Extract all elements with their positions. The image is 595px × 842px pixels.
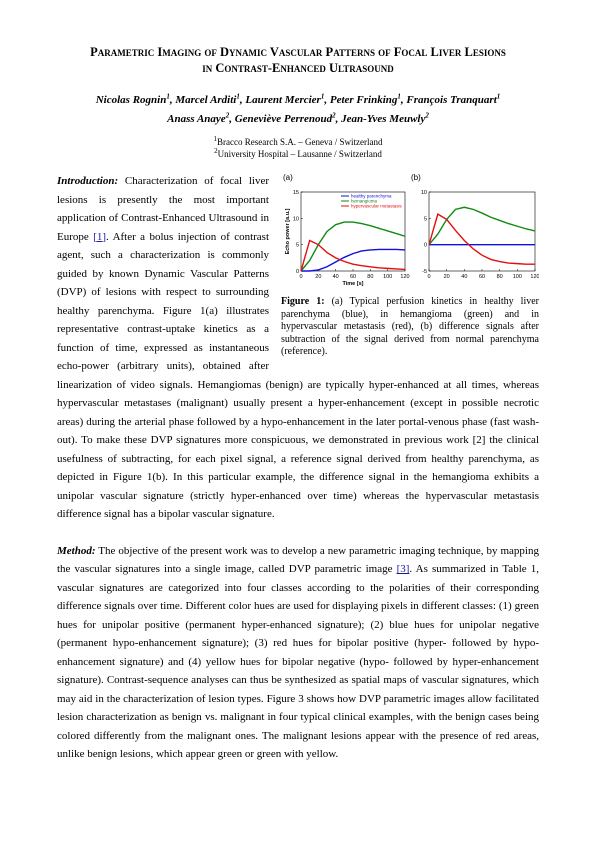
author-line: Anass Anaye2Geneviève Perrenoud2Jean-Yve… xyxy=(57,110,539,129)
x-tick-label: 60 xyxy=(350,274,356,280)
x-tick-label: 120 xyxy=(400,274,409,280)
plot-frame xyxy=(428,191,536,272)
figure: (a) 0 5 10 15 0 20 40 60 80 100 120 Time [s] Echo pow… xyxy=(281,172,539,359)
x-tick-label: 80 xyxy=(367,274,373,280)
author-name: Anass Anaye xyxy=(167,113,226,125)
x-tick-label: 60 xyxy=(479,274,485,280)
affiliation: 2University Hospital – Lausanne / Switze… xyxy=(57,148,539,160)
y-tick-label: 5 xyxy=(424,216,427,222)
caption-text: (a) Typical perfusion kinetics in health… xyxy=(281,296,540,357)
series-line xyxy=(300,239,406,272)
y-tick-label: 10 xyxy=(421,190,427,196)
x-tick-label: 0 xyxy=(299,274,302,280)
author-name: Peter Frinking xyxy=(329,94,398,106)
method: Method: The objective of the present wor… xyxy=(57,542,539,764)
x-tick-label: 100 xyxy=(513,274,522,280)
x-tick-label: 100 xyxy=(383,274,392,280)
y-tick-label: 10 xyxy=(293,216,299,222)
author-affiliation: 1 xyxy=(320,92,325,101)
author-affiliation: 2 xyxy=(225,111,230,120)
author: Anass Anaye2 xyxy=(167,111,235,125)
author: Marcel Arditi1 xyxy=(175,92,245,106)
author-affiliation: 1 xyxy=(236,92,240,101)
x-tick-label: 40 xyxy=(333,274,339,280)
y-tick-label: 0 xyxy=(296,269,299,275)
paragraph-text: Characterization of focal liver lesions … xyxy=(57,175,269,243)
author: François Tranquart1 xyxy=(406,92,501,106)
y-axis-label: Echo power [a.u.] xyxy=(285,208,291,254)
author: Jean-Yves Meuwly2 xyxy=(341,111,429,125)
y-tick-label: 5 xyxy=(296,243,299,249)
affiliation-number: 2 xyxy=(214,147,218,155)
author-name: François Tranquart xyxy=(406,94,497,106)
author-affiliation: 2 xyxy=(332,111,336,120)
authors: Nicolas Rognin1Marcel Arditi1Laurent Mer… xyxy=(57,91,539,129)
panel-label: (b) xyxy=(411,173,421,182)
author: Geneviève Perrenoud2 xyxy=(234,111,341,125)
reference-link: [1] xyxy=(93,230,107,243)
author-affiliation: 1 xyxy=(496,92,501,101)
author-name: Nicolas Rognin xyxy=(95,94,167,106)
author-name: Jean-Yves Meuwly xyxy=(341,113,426,125)
y-tick-label: 0 xyxy=(424,243,427,249)
affiliation-text: University Hospital – Lausanne / Switzer… xyxy=(217,149,382,159)
paragraph-text: . As summarized in Table 1, vascular sig… xyxy=(57,563,539,760)
series-line xyxy=(428,213,535,265)
author-name: Marcel Arditi xyxy=(175,94,237,106)
legend-label: healthy parenchyma xyxy=(351,194,392,199)
legend-label: hypervascular metastasis xyxy=(351,204,403,209)
series-line xyxy=(301,248,406,272)
x-tick-label: 40 xyxy=(461,274,467,280)
reference-link: [3] xyxy=(396,563,410,575)
section-label: Introduction: xyxy=(57,175,119,187)
author: Laurent Mercier1 xyxy=(245,92,329,106)
y-tick-label: 15 xyxy=(293,190,299,196)
author: Peter Frinking1 xyxy=(329,92,407,106)
affiliation: 1Bracco Research S.A. – Geneva / Switzer… xyxy=(57,136,539,148)
x-tick-label: 0 xyxy=(427,274,430,280)
author-affiliation: 1 xyxy=(166,92,170,101)
affiliation-number: 1 xyxy=(213,135,218,143)
title: Parametric Imaging of Dynamic Vascular P… xyxy=(90,45,506,75)
author-name: Geneviève Perrenoud xyxy=(234,113,333,125)
author-name: Laurent Mercier xyxy=(245,94,321,106)
x-axis-label: Time [s] xyxy=(343,281,364,287)
author-line: Nicolas Rognin1Marcel Arditi1Laurent Mer… xyxy=(57,91,539,110)
x-tick-label: 120 xyxy=(530,274,539,280)
author: Nicolas Rognin1 xyxy=(95,92,176,106)
introduction: (a) 0 5 10 15 0 20 40 60 80 100 120 Time [s] Echo pow… xyxy=(57,172,539,524)
author-affiliation: 2 xyxy=(425,111,429,120)
x-tick-label: 20 xyxy=(444,274,450,280)
figure-caption: Figure 1: (a) Typical perfusion kinetics… xyxy=(281,296,539,359)
author-affiliation: 1 xyxy=(397,92,401,101)
x-tick-label: 20 xyxy=(315,274,321,280)
legend-label: hemangioma xyxy=(351,199,378,204)
series-line xyxy=(428,206,536,246)
affiliation-text: Bracco Research S.A. – Geneva / Switzerl… xyxy=(217,137,383,147)
affiliations: 1Bracco Research S.A. – Geneva / Switzer… xyxy=(57,136,539,160)
x-tick-label: 80 xyxy=(497,274,503,280)
y-tick-label: -5 xyxy=(422,269,427,275)
panel-label: (a) xyxy=(283,173,293,182)
paragraph-text: . After a bolus injection of contrast ag… xyxy=(57,230,539,521)
section-label: Method: xyxy=(57,544,96,557)
paragraph-text: The objective of the present work was to… xyxy=(57,544,539,576)
figure-label: Figure 1: xyxy=(281,296,325,307)
